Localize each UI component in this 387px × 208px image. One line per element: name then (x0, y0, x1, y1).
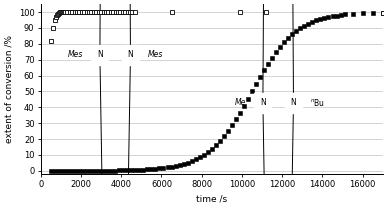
Text: N: N (128, 51, 134, 59)
Text: Me: Me (235, 98, 246, 107)
X-axis label: time /s: time /s (196, 195, 227, 204)
Text: N: N (260, 98, 266, 107)
Y-axis label: extent of conversion /%: extent of conversion /% (4, 35, 13, 143)
Text: N: N (97, 51, 103, 59)
Text: Mes: Mes (147, 51, 163, 59)
Text: Mes: Mes (68, 51, 83, 59)
Text: N: N (291, 98, 296, 107)
Text: $^n$Bu: $^n$Bu (310, 97, 325, 108)
